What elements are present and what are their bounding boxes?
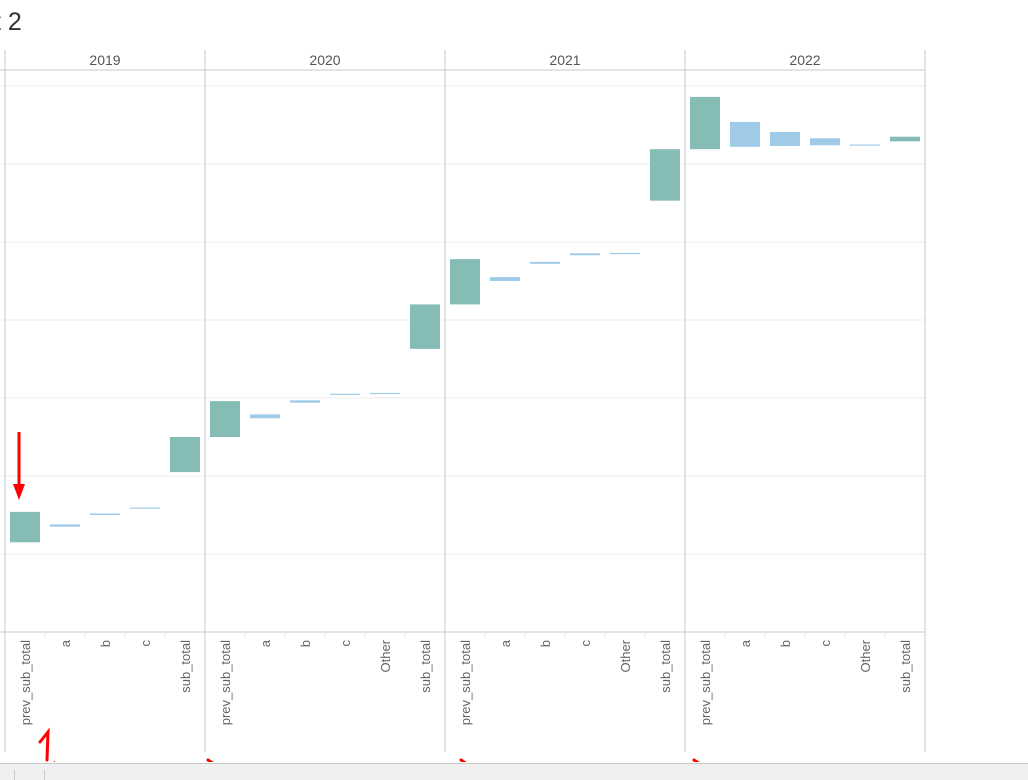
x-tick-label: b: [778, 640, 793, 647]
x-tick-label: sub_total: [898, 640, 913, 693]
x-tick-label: b: [538, 640, 553, 647]
x-tick-label: sub_total: [658, 640, 673, 693]
bar-2020-Other: [370, 392, 400, 395]
bar-2022-c: [810, 138, 840, 146]
bar-2019-prev_sub_total: [10, 511, 40, 543]
x-tick-label: a: [58, 639, 73, 647]
bar-2022-prev_sub_total: [690, 96, 720, 150]
red-underline-mark: [459, 758, 467, 762]
panel-header-2020: 2020: [309, 52, 340, 68]
x-tick-label: a: [258, 639, 273, 647]
x-tick-label: c: [578, 640, 593, 647]
x-tick-label: c: [338, 640, 353, 647]
sheet-title: t 2: [0, 8, 22, 36]
bar-2021-prev_sub_total: [450, 259, 480, 305]
scrollbar-divider: [14, 770, 15, 780]
bar-2019-a: [50, 524, 80, 527]
bar-2019-b: [90, 513, 120, 515]
waterfall-chart: 2019 prev_sub_total a b c sub_total 2020 prev_s…: [0, 50, 926, 762]
x-tick-label: prev_sub_total: [218, 640, 233, 725]
panel-header-2021: 2021: [549, 52, 580, 68]
bar-2021-sub_total: [650, 149, 680, 201]
horizontal-scrollbar[interactable]: [0, 763, 1028, 780]
bar-2020-b: [290, 400, 320, 403]
bar-2020-a: [250, 414, 280, 419]
bar-2022-Other: [850, 144, 880, 146]
red-arrow-icon: [13, 484, 25, 500]
x-tick-label: a: [738, 639, 753, 647]
bar-2019-sub_total: [170, 437, 200, 473]
bar-2022-b: [770, 132, 800, 147]
bar-2022-a: [730, 121, 760, 147]
x-tick-label: prev_sub_total: [698, 640, 713, 725]
bar-2021-a: [490, 277, 520, 281]
bar-2020-sub_total: [410, 304, 440, 349]
x-tick-label: Other: [378, 639, 393, 672]
x-tick-label: prev_sub_total: [18, 640, 33, 725]
bar-2021-Other: [610, 252, 640, 255]
panel-header-2022: 2022: [789, 52, 820, 68]
x-tick-label: Other: [858, 639, 873, 672]
x-tick-label: b: [98, 640, 113, 647]
bar-2022-sub_total: [890, 136, 920, 142]
panel-header-2019: 2019: [89, 52, 120, 68]
x-tick-label: b: [298, 640, 313, 647]
bar-2021-b: [530, 261, 560, 264]
x-tick-label: a: [498, 639, 513, 647]
bar-2020-c: [330, 393, 360, 395]
handwritten-marker-text: .: [53, 754, 56, 762]
bar-2020-prev_sub_total: [210, 401, 240, 437]
red-underline-mark: [692, 758, 700, 762]
bar-2021-c: [570, 253, 600, 256]
x-tick-label: sub_total: [178, 640, 193, 693]
x-tick-label: c: [818, 640, 833, 647]
bar-2019-c: [130, 507, 160, 509]
red-underline-mark: [206, 758, 214, 762]
x-tick-label: Other: [618, 639, 633, 672]
scrollbar-divider: [44, 770, 45, 780]
handwritten-one-mark: [38, 727, 50, 762]
x-tick-label: c: [138, 640, 153, 647]
x-tick-label: sub_total: [418, 640, 433, 693]
x-tick-label: prev_sub_total: [458, 640, 473, 725]
